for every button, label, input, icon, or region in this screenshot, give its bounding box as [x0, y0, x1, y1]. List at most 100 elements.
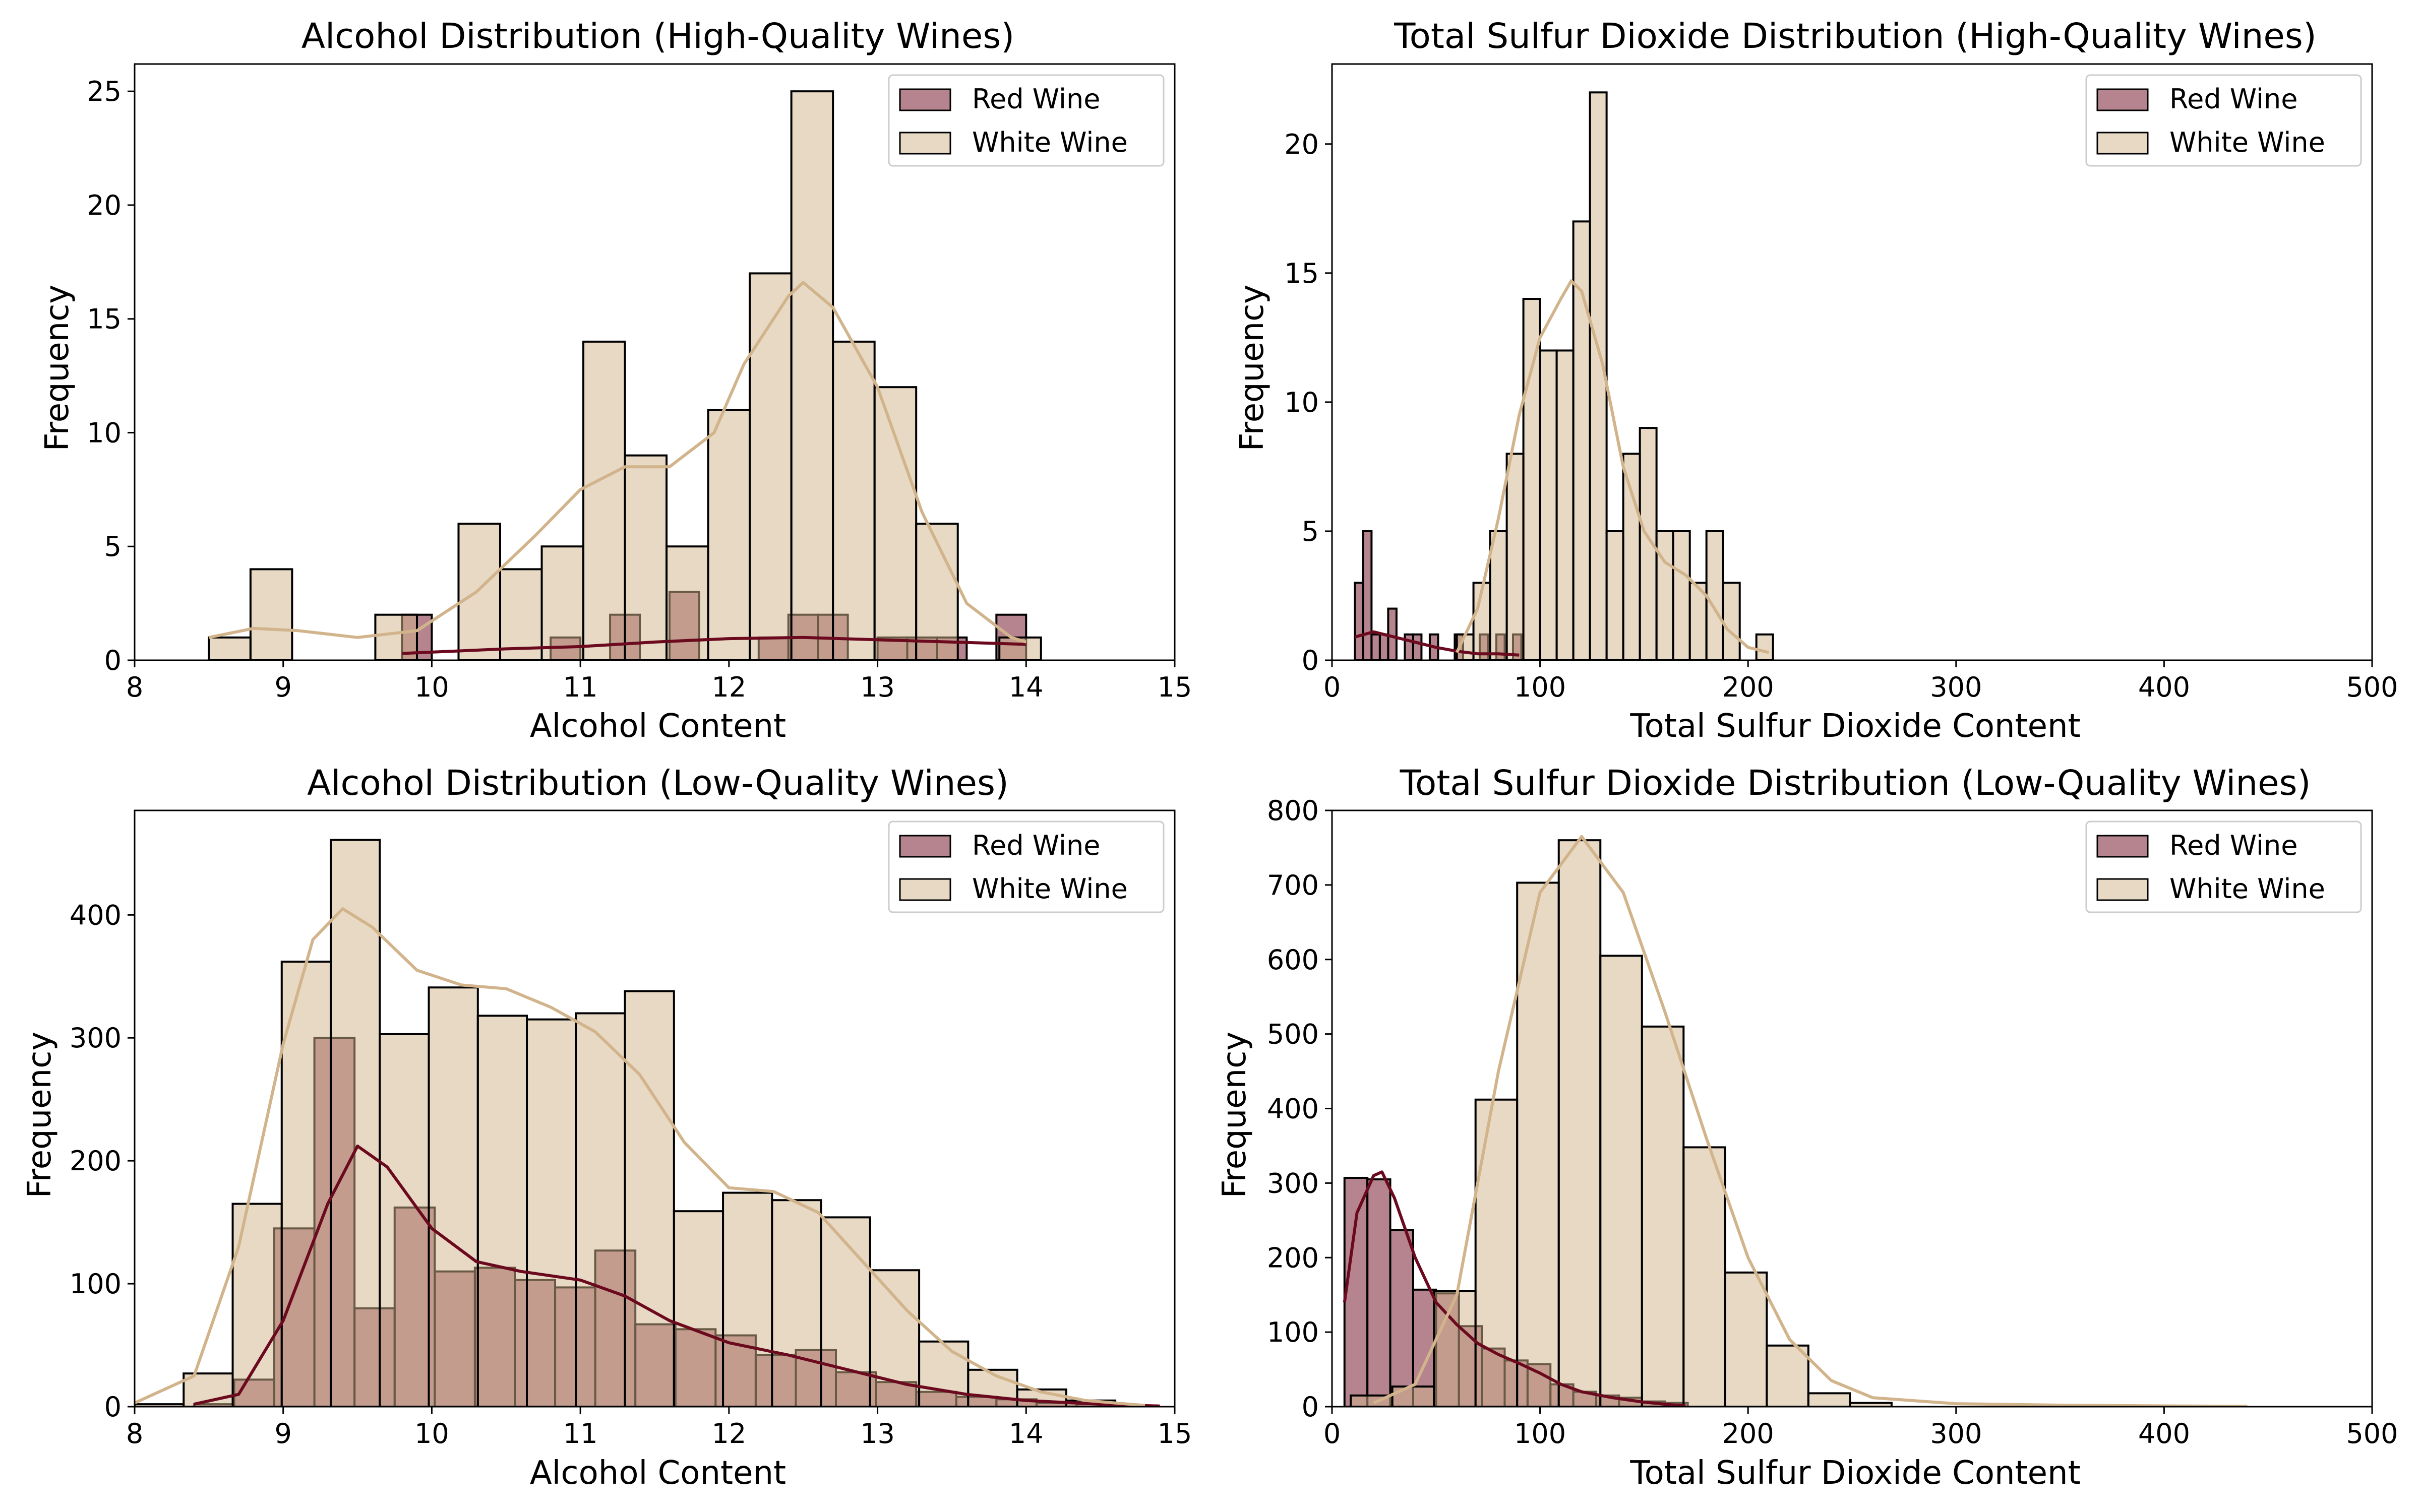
- x-tick-label: 9: [275, 671, 292, 703]
- legend-label-red-wine: Red Wine: [972, 83, 1100, 115]
- legend-label-white-wine: White Wine: [2169, 127, 2325, 158]
- kde-line-red-wine: [402, 636, 1026, 655]
- histogram-bar: [1672, 530, 1691, 660]
- legend: Red Wine White Wine: [888, 821, 1165, 913]
- x-tick-label: 14: [1009, 671, 1044, 703]
- histogram-bar: [1705, 530, 1724, 660]
- y-tick-label: 10: [87, 417, 122, 449]
- plot-area: [135, 839, 1160, 1407]
- panel-sulfur-high-quality: Total Sulfur Dioxide Distribution (High-…: [1234, 16, 2398, 745]
- x-tick-label: 10: [414, 1418, 449, 1450]
- y-tick-label: 300: [1267, 1167, 1319, 1199]
- x-tick-label: 100: [1514, 671, 1566, 703]
- histogram-bar: [1641, 1025, 1685, 1407]
- x-axis-label: Total Sulfur Dioxide Content: [1629, 1455, 2080, 1492]
- x-tick-label: 300: [1930, 1418, 1982, 1450]
- y-tick-label: 5: [1302, 516, 1319, 547]
- chart-title: Total Sulfur Dioxide Distribution (Low-Q…: [1400, 763, 2311, 803]
- x-tick-label: 13: [860, 671, 895, 703]
- histogram-bar: [1516, 881, 1560, 1407]
- kde-line-white-wine: [1373, 835, 2248, 1407]
- y-tick-label: 15: [87, 303, 122, 335]
- y-axis-label: Frequency: [1216, 1032, 1253, 1199]
- panel-alcohol-low-quality: Alcohol Distribution (Low-Quality Wines)…: [21, 763, 1192, 1492]
- x-tick-label: 500: [2346, 671, 2398, 703]
- histogram-bar: [1724, 1271, 1768, 1407]
- histogram-bar: [1555, 349, 1575, 660]
- y-tick-label: 100: [70, 1268, 122, 1300]
- histogram-bar: [540, 545, 585, 660]
- histogram-bar: [707, 409, 751, 660]
- histogram-bar: [1404, 633, 1414, 660]
- y-axis-label: Frequency: [1234, 285, 1271, 452]
- x-tick-label: 11: [563, 671, 598, 703]
- histogram-bar: [1378, 633, 1389, 660]
- kde-line-white-wine: [208, 281, 1027, 644]
- y-tick-label: 600: [1267, 944, 1319, 976]
- x-tick-label: 15: [1158, 671, 1192, 703]
- histogram-bar: [918, 1340, 970, 1407]
- series-white-wine: [1456, 91, 1774, 660]
- histogram-bar: [1755, 633, 1774, 660]
- histogram-bar: [771, 1199, 822, 1407]
- x-tick-label: 8: [126, 1418, 143, 1450]
- x-tick-label: 400: [2138, 1418, 2190, 1450]
- y-tick-label: 400: [70, 899, 122, 931]
- x-tick-label: 400: [2138, 671, 2190, 703]
- kde-line-red-wine: [194, 1144, 1160, 1407]
- legend-label-white-wine: White Wine: [972, 873, 1128, 905]
- legend-label-red-wine: Red Wine: [2169, 830, 2297, 861]
- y-tick-label: 25: [87, 76, 122, 107]
- legend-swatch-white-wine: [2096, 878, 2149, 901]
- y-tick-label: 10: [1284, 387, 1319, 418]
- legend-label-white-wine: White Wine: [2169, 873, 2325, 905]
- series-white-wine: [208, 90, 1042, 660]
- legend-swatch-white-wine: [2096, 132, 2149, 155]
- histogram-bar: [1522, 298, 1541, 660]
- histogram-bar: [330, 839, 381, 1407]
- histogram-bar: [873, 386, 918, 660]
- histogram-bar: [820, 1216, 871, 1407]
- x-tick-label: 12: [711, 1418, 746, 1450]
- kde-line-red-wine: [1354, 630, 1520, 657]
- legend: Red Wine White Wine: [2085, 821, 2362, 913]
- legend-frame: [888, 74, 1165, 167]
- kde-line-white-wine: [1455, 279, 1770, 654]
- histogram-bar: [1391, 1385, 1435, 1407]
- histogram-bar: [457, 523, 501, 660]
- histogram-bar: [249, 568, 293, 660]
- y-tick-label: 200: [1267, 1242, 1319, 1274]
- x-tick-label: 500: [2346, 1418, 2398, 1450]
- y-axis-label: Frequency: [21, 1032, 58, 1199]
- histogram-bar: [1807, 1392, 1851, 1407]
- histogram-bar: [374, 613, 418, 660]
- x-tick-label: 13: [860, 1418, 895, 1450]
- panel-alcohol-high-quality: Alcohol Distribution (High-Quality Wines…: [39, 16, 1192, 745]
- histogram-bar: [1766, 1344, 1809, 1407]
- y-tick-label: 0: [104, 645, 122, 676]
- histogram-bar: [1489, 530, 1508, 660]
- legend-label-red-wine: Red Wine: [972, 830, 1100, 861]
- histogram-bar: [1557, 839, 1602, 1407]
- histogram-bar: [915, 523, 959, 660]
- legend-frame: [2085, 74, 2362, 167]
- histogram-bar: [1539, 349, 1558, 660]
- histogram-bar: [1722, 582, 1741, 660]
- histogram-bar: [476, 1015, 528, 1407]
- legend-swatch-white-wine: [899, 132, 951, 155]
- x-tick-label: 200: [1722, 671, 1774, 703]
- y-tick-label: 5: [104, 531, 122, 562]
- y-tick-label: 0: [1302, 1391, 1319, 1423]
- plot-area: [1343, 835, 2248, 1407]
- histogram-bar: [526, 1018, 577, 1407]
- legend: Red Wine White Wine: [888, 74, 1165, 167]
- y-tick-label: 100: [1267, 1316, 1319, 1348]
- y-tick-label: 800: [1267, 795, 1319, 827]
- histogram-bar: [749, 272, 793, 660]
- x-tick-label: 100: [1514, 1418, 1566, 1450]
- histogram-bar: [1433, 1290, 1477, 1407]
- kde-line-white-wine: [135, 907, 1145, 1407]
- x-tick-label: 8: [126, 671, 143, 703]
- histogram-bar: [1622, 453, 1641, 660]
- chart-title: Total Sulfur Dioxide Distribution (High-…: [1394, 16, 2317, 56]
